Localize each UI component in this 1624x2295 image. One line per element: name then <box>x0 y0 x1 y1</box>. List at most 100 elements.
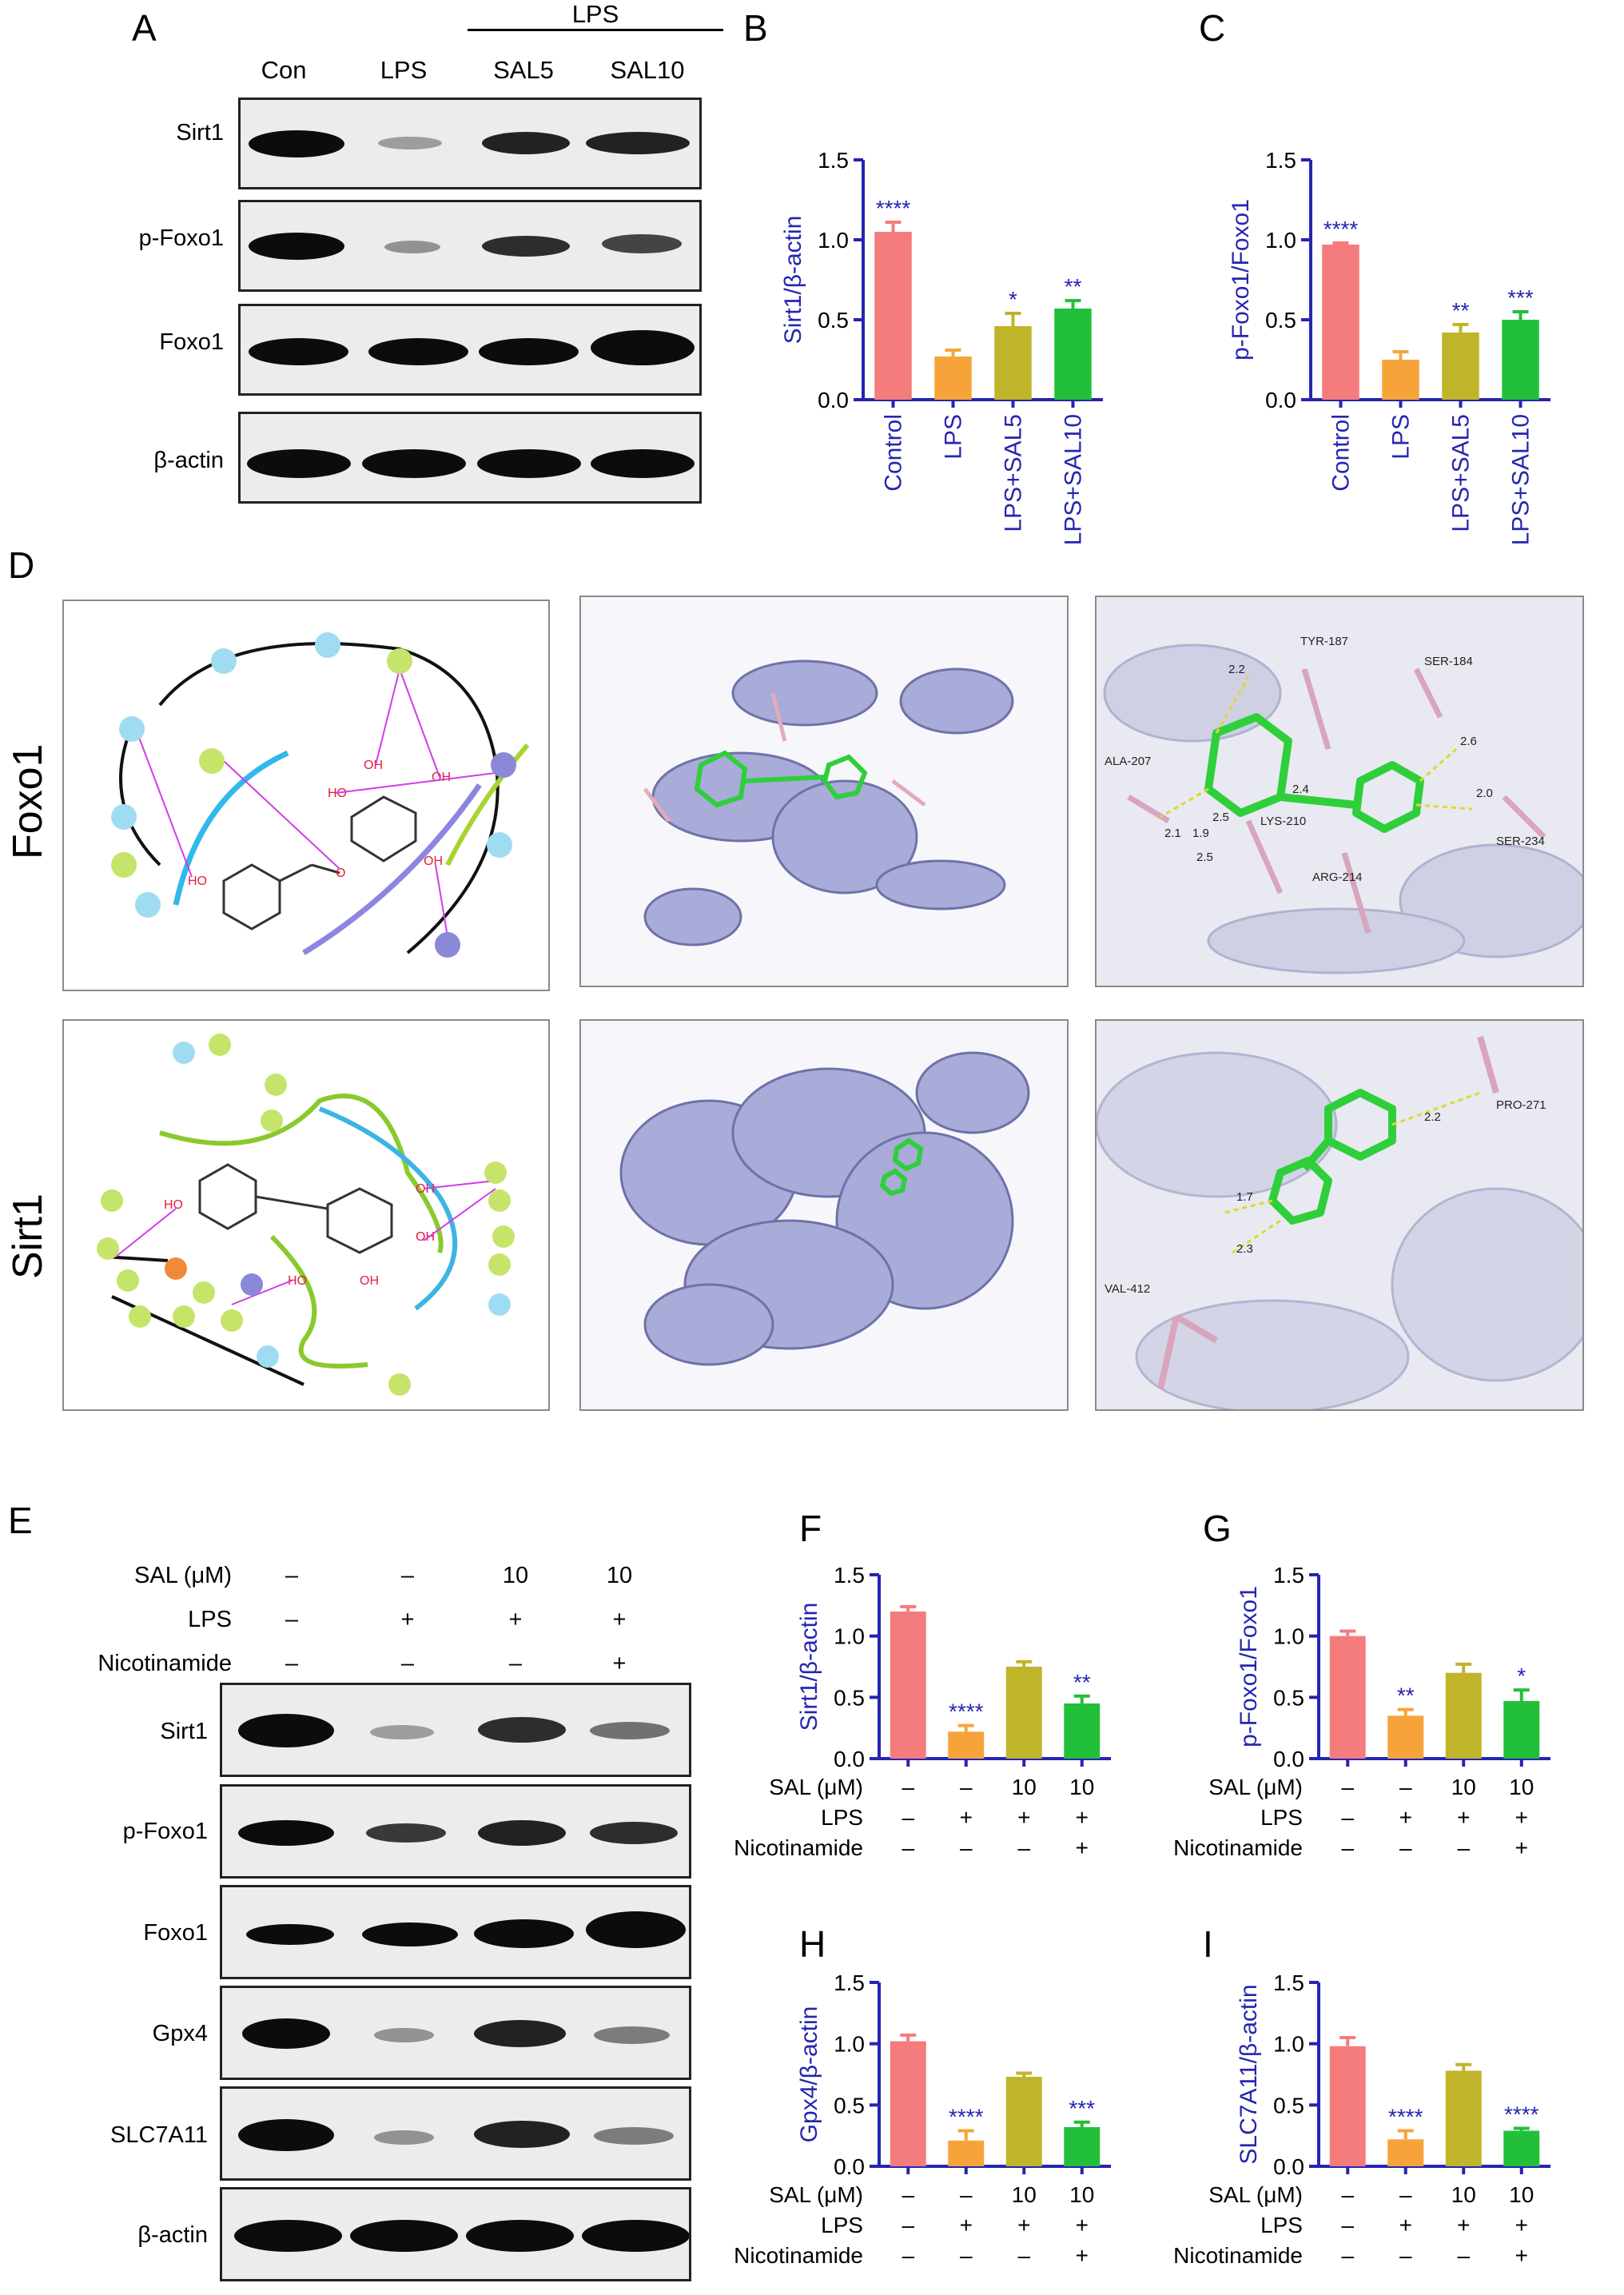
group-value: + <box>1017 2213 1030 2237</box>
distance-label: 2.5 <box>1212 811 1229 824</box>
cond-val: + <box>612 1651 627 1676</box>
y-axis-label: Gpx4/β-actin <box>796 2006 822 2143</box>
bar <box>1005 1667 1042 1759</box>
lps-bracket-label: LPS <box>571 0 619 28</box>
group-value: 10 <box>1012 1775 1037 1799</box>
bar <box>1329 1636 1366 1759</box>
bar <box>1502 320 1539 400</box>
group-value: – <box>902 1835 914 1860</box>
y-tick-label: 0.0 <box>1265 388 1296 412</box>
y-axis-label: p-Foxo1/Foxo1 <box>1228 199 1254 361</box>
distance-label: 2.6 <box>1460 735 1477 748</box>
group-value: + <box>1515 1805 1528 1830</box>
group-value: + <box>1457 1805 1470 1830</box>
group-label: Nicotinamide <box>1173 2243 1303 2268</box>
group-value: – <box>960 1775 973 1799</box>
band <box>350 2220 458 2252</box>
protein-background <box>1103 643 1582 974</box>
bar <box>890 1612 926 1759</box>
band <box>594 2026 670 2044</box>
y-tick-label: 1.0 <box>818 228 849 253</box>
y-tick-label: 1.5 <box>818 148 849 173</box>
significance-label: * <box>1517 1663 1526 1688</box>
significance-label: ** <box>1452 298 1470 323</box>
y-tick-label: 1.5 <box>834 1563 865 1588</box>
panel-label-i: I <box>1203 1923 1213 1965</box>
y-tick-label: 0.5 <box>818 308 849 333</box>
group-value: – <box>902 1775 914 1799</box>
residue-sticks <box>1157 1035 1499 1389</box>
y-tick-label: 0.0 <box>818 388 849 412</box>
group-value: + <box>1017 1805 1030 1830</box>
significance-label: *** <box>1507 285 1534 310</box>
group-value: – <box>1399 2243 1412 2268</box>
group-value: + <box>1457 2213 1470 2237</box>
band <box>234 2220 342 2252</box>
blot-e-actin <box>220 2187 691 2281</box>
hbond-dashes <box>1160 676 1473 819</box>
blot-a-pfoxo1 <box>238 200 702 292</box>
y-tick-label: 1.0 <box>1273 2032 1304 2057</box>
foxo1-3d-structure <box>579 596 1069 987</box>
svg-text:O: O <box>336 867 345 880</box>
lane-label-lps: LPS <box>380 56 428 84</box>
blot-a-label-foxo1: Foxo1 <box>159 329 224 355</box>
sirt1-binding-closeup: PRO-271 VAL-412 2.2 1.7 2.3 <box>1095 1019 1584 1411</box>
residue-label-tyr187: TYR-187 <box>1300 635 1348 648</box>
band <box>374 2028 434 2042</box>
blot-a-sirt1 <box>238 98 702 189</box>
band <box>247 449 351 478</box>
blot-a-actin <box>238 412 702 504</box>
group-value: – <box>960 1835 973 1860</box>
cond-label-nicotinamide: Nicotinamide <box>98 1651 232 1676</box>
cond-val: + <box>400 1607 415 1632</box>
band <box>591 449 695 478</box>
protein-ribbons <box>643 659 1014 946</box>
band <box>249 130 344 157</box>
significance-label: ** <box>1073 1670 1091 1695</box>
bar <box>1005 2077 1042 2166</box>
distance-label: 2.5 <box>1196 851 1213 864</box>
group-value: – <box>1017 2243 1030 2268</box>
band <box>482 236 570 257</box>
group-value: + <box>960 2213 973 2237</box>
group-value: – <box>1341 2243 1354 2268</box>
svg-text:OH: OH <box>416 1230 435 1244</box>
bar <box>948 1731 985 1759</box>
band <box>378 137 442 149</box>
pocket-contour <box>445 743 530 867</box>
x-tick-label: LPS+SAL10 <box>1508 414 1534 545</box>
band <box>238 2119 334 2151</box>
residue-labels: TYR-187 SER-184 ALA-207 LYS-210 ARG-214 … <box>1105 635 1545 884</box>
group-value: – <box>1399 1775 1412 1799</box>
protein-ribbons <box>619 1051 1030 1366</box>
band <box>482 132 570 154</box>
band <box>479 338 579 365</box>
bar <box>1445 1672 1482 1759</box>
bar <box>1387 2139 1424 2166</box>
band <box>466 2220 574 2252</box>
residue-label-ser184: SER-184 <box>1424 655 1473 668</box>
x-tick-label: Control <box>1328 414 1355 492</box>
band <box>246 1924 334 1945</box>
pocket-contour <box>318 1106 458 1311</box>
group-value: + <box>960 1805 973 1830</box>
group-label: LPS <box>821 2213 863 2237</box>
group-label: LPS <box>1260 1805 1303 1830</box>
x-tick-label: LPS <box>1388 414 1415 460</box>
cond-val: – <box>285 1607 299 1632</box>
pocket-contour <box>159 1094 444 1253</box>
svg-text:HO: HO <box>164 1198 183 1212</box>
bar <box>934 357 972 400</box>
group-value: – <box>902 1805 914 1830</box>
group-value: – <box>1341 1775 1354 1799</box>
svg-text:HO: HO <box>288 1274 307 1288</box>
bar <box>948 2140 985 2166</box>
group-value: + <box>1399 2213 1412 2237</box>
svg-text:OH: OH <box>432 771 451 784</box>
blot-e-label-actin: β-actin <box>137 2222 208 2248</box>
band <box>586 132 690 154</box>
group-label: Nicotinamide <box>1173 1835 1303 1860</box>
backbone-line <box>158 642 500 954</box>
